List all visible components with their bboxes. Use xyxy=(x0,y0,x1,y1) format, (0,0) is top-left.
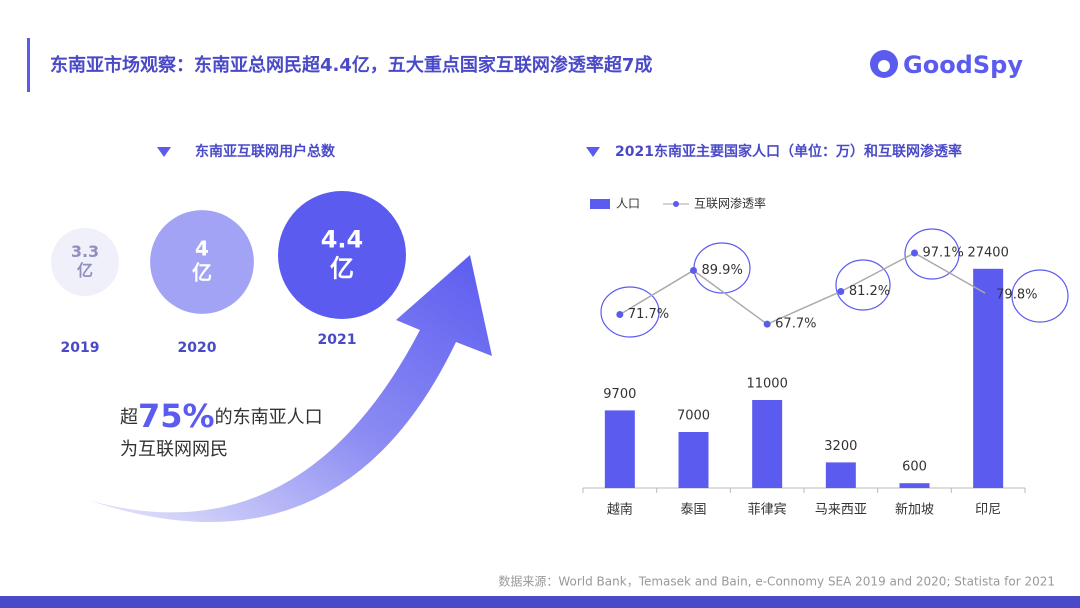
x-tick-label: 马来西亚 xyxy=(815,503,867,518)
bar-value-label: 600 xyxy=(902,460,927,475)
bar xyxy=(752,400,783,488)
penetration-dot xyxy=(763,320,771,328)
x-tick-label: 越南 xyxy=(607,502,633,518)
penetration-label: 67.7% xyxy=(775,317,816,332)
bar-value-label: 3200 xyxy=(824,439,857,454)
penetration-dot xyxy=(616,310,624,318)
ellipse xyxy=(1011,269,1069,323)
annotation: 超75%的东南亚人口 xyxy=(120,397,323,435)
header-title: 东南亚市场观察：东南亚总网民超4.4亿，五大重点国家互联网渗透率超7成 xyxy=(50,54,652,76)
legend-dot xyxy=(673,201,679,207)
penetration-label: 71.7% xyxy=(628,307,669,322)
bubble-value: 4.4 xyxy=(321,226,364,254)
bubble-unit: 亿 xyxy=(77,261,93,280)
right-title: 2021东南亚主要国家人口（单位：万）和互联网渗透率 xyxy=(615,143,962,160)
bar xyxy=(678,432,709,488)
logo-icon-inner xyxy=(878,60,890,72)
user-bubble xyxy=(278,191,406,319)
footer-bar xyxy=(0,596,1080,608)
penetration-dot xyxy=(690,266,697,274)
bar-value-label: 11000 xyxy=(746,377,787,392)
penetration-label: 81.2% xyxy=(849,284,890,299)
annotation-prefix: 超 xyxy=(120,407,138,428)
penetration-label: 79.8% xyxy=(996,287,1037,302)
year-label: 2021 xyxy=(318,332,357,348)
user-bubble xyxy=(51,228,119,296)
bar xyxy=(973,268,1004,488)
bubble-unit: 亿 xyxy=(192,261,212,285)
penetration-label: 89.9% xyxy=(702,263,743,278)
x-tick-label: 菲律宾 xyxy=(748,502,787,518)
bar xyxy=(899,483,930,488)
year-label: 2019 xyxy=(61,340,100,356)
year-label: 2020 xyxy=(178,340,217,356)
penetration-dot xyxy=(837,287,845,295)
user-bubble xyxy=(150,210,254,314)
legend-swatch xyxy=(590,199,610,209)
bar-value-label: 9700 xyxy=(603,387,636,402)
penetration-line xyxy=(619,252,989,326)
x-tick-label: 新加坡 xyxy=(895,502,934,518)
logo: GoodSpy xyxy=(903,51,1023,79)
penetration-dot xyxy=(984,291,992,299)
header-bar xyxy=(27,38,30,92)
title-marker xyxy=(157,147,171,157)
penetration-dot xyxy=(911,249,918,257)
annotation-highlight: 75% xyxy=(138,397,215,435)
bar-value-label: 7000 xyxy=(677,409,710,424)
annotation-rest: 的东南亚人口 xyxy=(215,407,323,428)
bar-value-label: 27400 xyxy=(967,245,1008,260)
ellipse xyxy=(835,259,891,311)
source: 数据来源：World Bank，Temasek and Bain, e-Conn… xyxy=(498,574,1055,589)
bubble-unit: 亿 xyxy=(330,254,354,282)
left-title: 东南亚互联网用户总数 xyxy=(195,143,336,160)
bar xyxy=(825,462,856,488)
ellipse xyxy=(904,228,960,280)
bar xyxy=(604,410,635,488)
bubble-value: 3.3 xyxy=(71,242,99,261)
x-tick-label: 印尼 xyxy=(975,503,1001,518)
annotation-line2: 为互联网网民 xyxy=(120,439,228,460)
legend-label: 人口 xyxy=(616,197,640,211)
ellipse xyxy=(600,286,660,338)
penetration-label: 97.1% xyxy=(923,246,964,261)
x-tick-label: 泰国 xyxy=(680,503,706,518)
growth-arrow xyxy=(88,255,492,523)
bubble-value: 4 xyxy=(195,237,209,261)
title-marker xyxy=(586,147,600,157)
legend-label: 互联网渗透率 xyxy=(694,196,766,211)
